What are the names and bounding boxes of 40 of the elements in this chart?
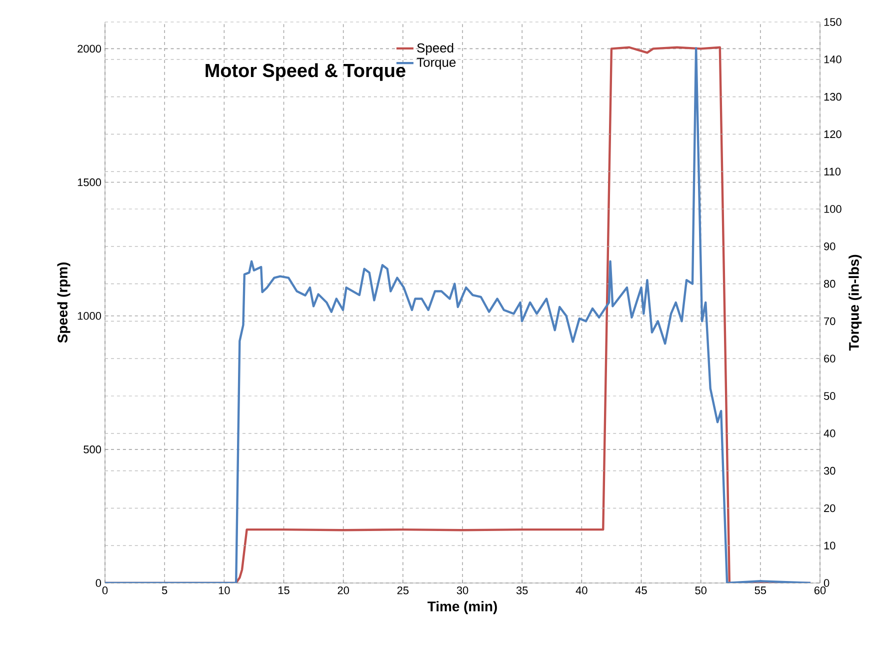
y2-tick-label: 80 <box>824 280 836 288</box>
y2-tick-label: 0 <box>824 579 830 587</box>
y-tick-label: 500 <box>84 446 102 454</box>
y2-tick-label: 30 <box>824 466 836 475</box>
x-tick-label: 0 <box>102 586 108 594</box>
y2-tick-label: 100 <box>824 205 842 213</box>
y2-tick-label: 60 <box>824 354 836 362</box>
y-tick-label: 0 <box>96 579 102 587</box>
x-tick-label: 25 <box>397 586 409 594</box>
x-axis-title: Time (min) <box>428 601 497 614</box>
y-tick-label: 1000 <box>78 312 102 320</box>
y2-tick-label: 70 <box>824 317 836 326</box>
y2-tick-label: 10 <box>824 542 836 550</box>
legend-label: Speed <box>417 43 454 56</box>
y2-tick-label: 40 <box>824 430 836 438</box>
x-tick-label: 15 <box>278 586 290 594</box>
x-tick-label: 30 <box>456 586 468 594</box>
x-tick-label: 55 <box>754 586 766 594</box>
y2-tick-label: 20 <box>824 504 836 512</box>
y2-tick-label: 120 <box>824 130 842 138</box>
y2-tick-label: 90 <box>824 242 836 250</box>
y2-tick-label: 110 <box>824 168 841 176</box>
x-tick-label: 5 <box>162 586 168 594</box>
x-tick-label: 20 <box>338 586 349 594</box>
x-tick-label: 40 <box>576 586 588 594</box>
x-tick-label: 10 <box>218 586 230 594</box>
y2-tick-label: 130 <box>824 92 842 101</box>
x-tick-label: 45 <box>635 586 647 594</box>
legend-label: Torque <box>416 58 456 70</box>
x-tick-label: 60 <box>814 586 826 594</box>
y2-tick-label: 150 <box>824 18 842 26</box>
y-axis-title: Speed (rpm) <box>57 262 70 343</box>
y2-tick-label: 140 <box>824 56 842 64</box>
y2-axis-title: Torque (in-lbs) <box>848 254 862 351</box>
y2-tick-label: 50 <box>824 392 836 400</box>
y-tick-label: 1500 <box>78 178 102 186</box>
y-tick-label: 2000 <box>78 44 102 53</box>
x-tick-label: 50 <box>695 586 706 594</box>
text: Motor Speed & Torque <box>206 63 406 81</box>
x-tick-label: 35 <box>516 586 528 594</box>
